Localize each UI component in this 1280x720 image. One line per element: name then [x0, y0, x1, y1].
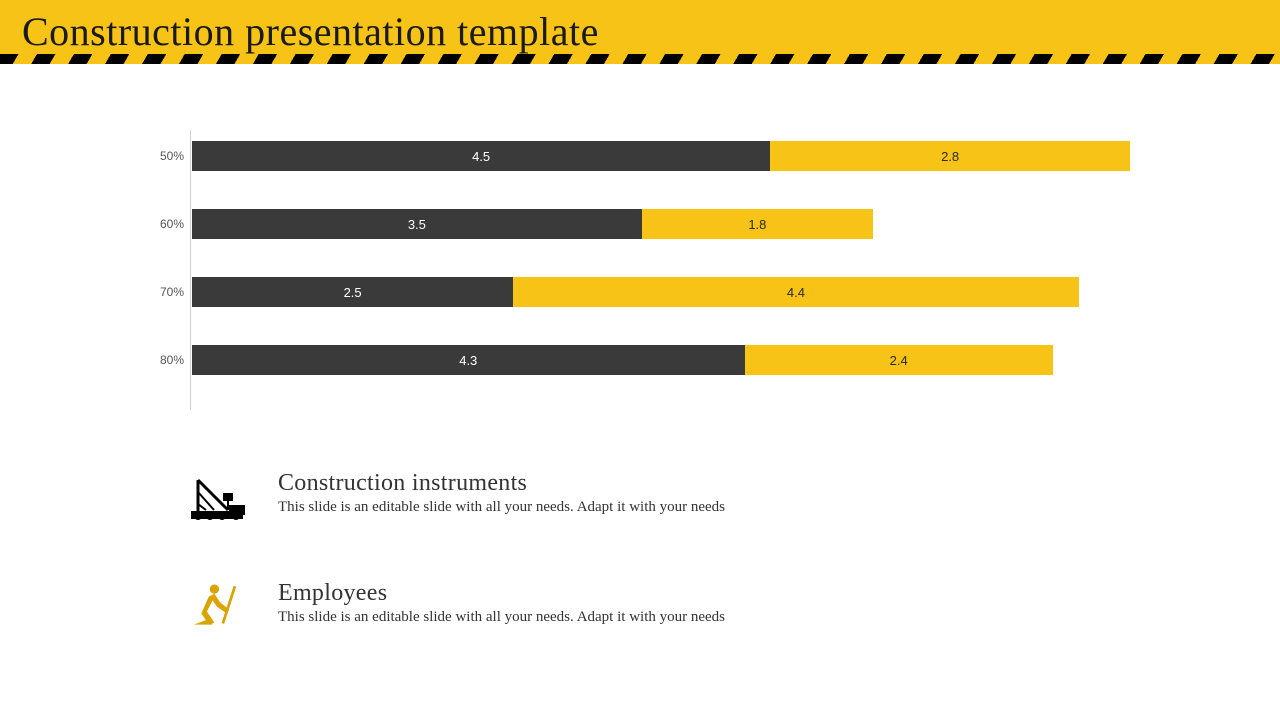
- legend-title: Employees: [278, 580, 725, 607]
- chart-row: 80% 4.32.4: [150, 344, 1130, 376]
- legend-desc: This slide is an editable slide with all…: [278, 609, 725, 626]
- row-label: 50%: [150, 149, 184, 163]
- hazard-stripe: [0, 54, 1280, 64]
- bar-segment-left: 2.5: [192, 277, 513, 307]
- bar-segment-left: 4.5: [192, 141, 770, 171]
- stacked-bar-chart: 50% 4.52.8 60% 3.51.8 70% 2.54.4 80% 4.32.4: [150, 140, 1130, 412]
- row-label: 60%: [150, 217, 184, 231]
- bar-segment-right: 4.4: [513, 277, 1078, 307]
- bar-track: 3.51.8: [192, 209, 1130, 239]
- legend-item-employees: Employees This slide is an editable slid…: [190, 580, 725, 630]
- bar-segment-left: 4.3: [192, 345, 745, 375]
- bar-segment-left: 3.5: [192, 209, 642, 239]
- bar-track: 4.52.8: [192, 141, 1130, 171]
- bar-segment-right: 2.4: [745, 345, 1053, 375]
- crane-icon: [190, 470, 250, 520]
- bar-track: 4.32.4: [192, 345, 1130, 375]
- legend-title: Construction instruments: [278, 470, 725, 497]
- worker-icon: [190, 580, 250, 630]
- bar-track: 2.54.4: [192, 277, 1130, 307]
- bar-segment-right: 1.8: [642, 209, 873, 239]
- header-bar: Construction presentation template: [0, 0, 1280, 64]
- page-title: Construction presentation template: [22, 8, 1258, 55]
- legend-desc: This slide is an editable slide with all…: [278, 499, 725, 516]
- legend-item-instruments: Construction instruments This slide is a…: [190, 470, 725, 520]
- chart-row: 70% 2.54.4: [150, 276, 1130, 308]
- chart-row: 50% 4.52.8: [150, 140, 1130, 172]
- chart-row: 60% 3.51.8: [150, 208, 1130, 240]
- bar-segment-right: 2.8: [770, 141, 1130, 171]
- row-label: 80%: [150, 353, 184, 367]
- row-label: 70%: [150, 285, 184, 299]
